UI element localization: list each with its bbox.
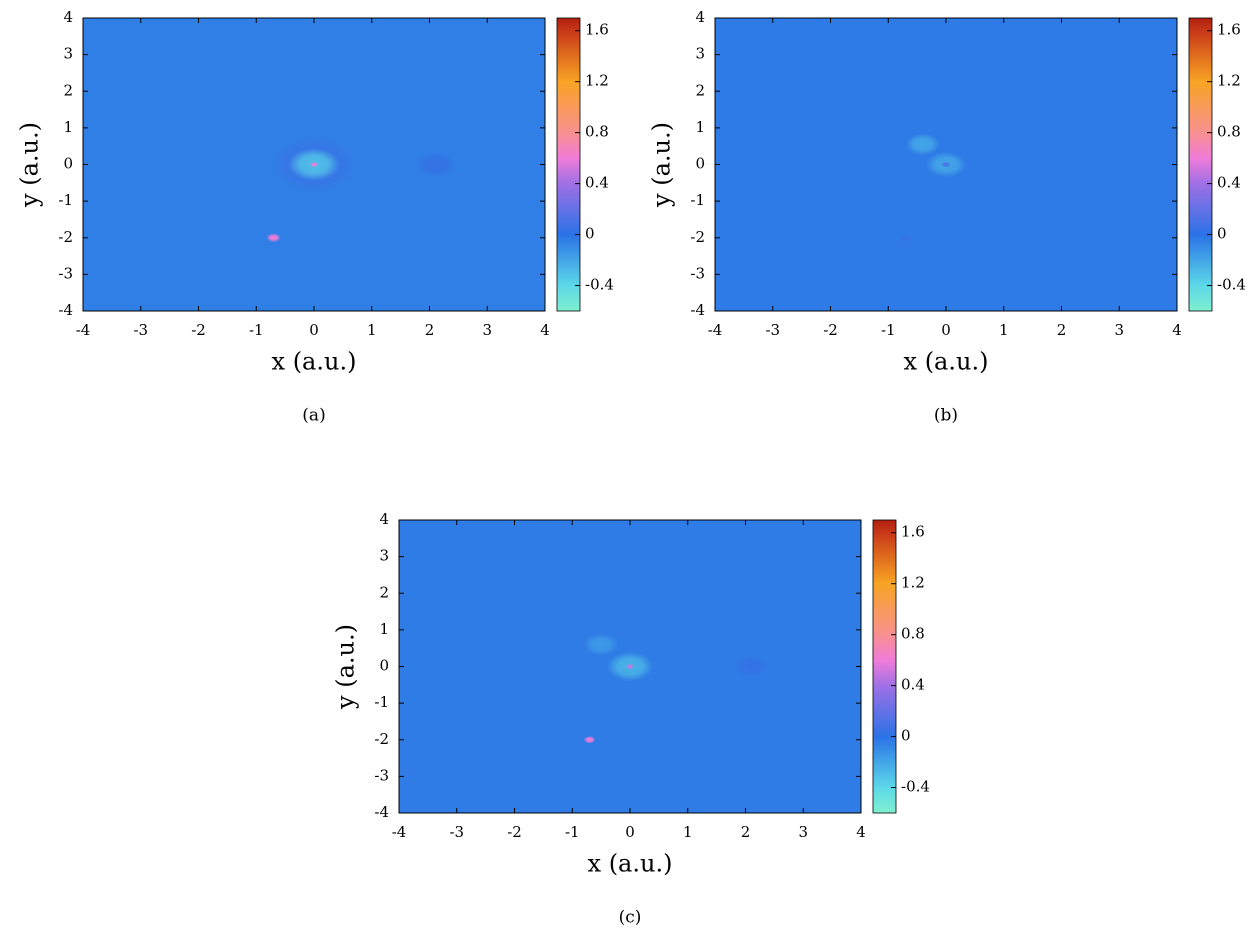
colorbar-tick-label: 0 bbox=[585, 225, 595, 243]
x-tick-label: 1 bbox=[683, 823, 693, 841]
colorbar-tick-label: -0.4 bbox=[901, 778, 930, 796]
y-tick-label: -1 bbox=[58, 191, 73, 209]
field-feature bbox=[899, 234, 912, 242]
x-tick-label: 0 bbox=[941, 321, 951, 339]
x-tick-label: 3 bbox=[482, 321, 492, 339]
colorbar bbox=[1188, 17, 1213, 312]
field-feature bbox=[266, 233, 281, 243]
x-tick-label: 4 bbox=[540, 321, 550, 339]
colorbar-tick-label: -0.4 bbox=[585, 276, 614, 294]
y-tick-label: -3 bbox=[374, 766, 389, 784]
y-tick-label: -4 bbox=[58, 301, 73, 319]
x-tick-label: -1 bbox=[881, 321, 896, 339]
heatmap-field bbox=[266, 137, 456, 243]
x-tick-label: -2 bbox=[507, 823, 522, 841]
colorbar-tick-label: 1.6 bbox=[1217, 21, 1241, 39]
caption: (a) bbox=[302, 406, 325, 426]
y-tick-label: -2 bbox=[58, 228, 73, 246]
y-axis-label: y (a.u.) bbox=[16, 122, 44, 208]
x-tick-label: -4 bbox=[392, 823, 407, 841]
y-tick-label: 1 bbox=[695, 118, 705, 136]
x-tick-label: 3 bbox=[798, 823, 808, 841]
y-axis-label: y (a.u.) bbox=[332, 624, 360, 710]
colorbar-tick-label: 0.8 bbox=[1217, 123, 1241, 141]
x-tick-label: 4 bbox=[856, 823, 866, 841]
colorbar bbox=[872, 519, 897, 814]
heatmap-field bbox=[583, 633, 769, 744]
field-feature bbox=[309, 161, 319, 168]
colorbar-tick-label: -0.4 bbox=[1217, 276, 1246, 294]
field-feature bbox=[941, 161, 951, 168]
field-feature bbox=[583, 736, 596, 744]
y-tick-label: -4 bbox=[374, 803, 389, 821]
x-tick-label: -3 bbox=[449, 823, 464, 841]
y-tick-label: 2 bbox=[63, 81, 73, 99]
colorbar-tick-label: 1.2 bbox=[901, 574, 925, 592]
field-feature bbox=[905, 133, 941, 156]
caption: (b) bbox=[934, 406, 958, 426]
x-tick-label: 0 bbox=[309, 321, 319, 339]
y-tick-label: -4 bbox=[690, 301, 705, 319]
y-tick-label: -3 bbox=[58, 264, 73, 282]
field-feature bbox=[415, 151, 456, 178]
x-tick-label: -2 bbox=[191, 321, 206, 339]
colorbar-tick-label: 0.4 bbox=[901, 676, 925, 694]
y-tick-label: 4 bbox=[63, 8, 73, 26]
colorbar-tick-label: 1.6 bbox=[585, 21, 609, 39]
y-tick-label: -3 bbox=[690, 264, 705, 282]
x-tick-label: 4 bbox=[1172, 321, 1182, 339]
y-tick-label: -2 bbox=[374, 730, 389, 748]
field-feature bbox=[733, 655, 769, 678]
y-tick-label: 1 bbox=[63, 118, 73, 136]
y-tick-label: -2 bbox=[690, 228, 705, 246]
x-tick-label: -4 bbox=[708, 321, 723, 339]
colorbar-tick-label: 1.2 bbox=[585, 72, 609, 90]
x-tick-label: -1 bbox=[249, 321, 264, 339]
x-tick-label: 2 bbox=[741, 823, 751, 841]
field-feature bbox=[583, 633, 619, 656]
colorbar bbox=[556, 17, 581, 312]
field-feature bbox=[625, 663, 635, 670]
colorbar-tick-label: 1.2 bbox=[1217, 72, 1241, 90]
y-tick-label: 0 bbox=[695, 155, 705, 173]
colorbar-tick-label: 0 bbox=[901, 727, 911, 745]
x-tick-label: -2 bbox=[823, 321, 838, 339]
y-tick-label: 4 bbox=[379, 510, 389, 528]
y-tick-label: 1 bbox=[379, 620, 389, 638]
colorbar-tick-label: 0.4 bbox=[585, 174, 609, 192]
colorbar-tick-label: 0.4 bbox=[1217, 174, 1241, 192]
y-tick-label: 3 bbox=[695, 45, 705, 63]
x-axis-label: x (a.u.) bbox=[904, 348, 989, 376]
x-tick-label: -4 bbox=[76, 321, 91, 339]
y-tick-label: 2 bbox=[379, 583, 389, 601]
y-tick-label: 3 bbox=[63, 45, 73, 63]
x-axis-label: x (a.u.) bbox=[588, 850, 673, 878]
colorbar-tick-label: 0 bbox=[1217, 225, 1227, 243]
y-tick-label: 4 bbox=[695, 8, 705, 26]
colorbar-tick-label: 0.8 bbox=[585, 123, 609, 141]
y-tick-label: 0 bbox=[63, 155, 73, 173]
x-tick-label: 2 bbox=[1057, 321, 1067, 339]
heatmap-field bbox=[899, 133, 967, 242]
y-axis-label: y (a.u.) bbox=[648, 122, 676, 208]
y-tick-label: 3 bbox=[379, 547, 389, 565]
colorbar-tick-label: 1.6 bbox=[901, 523, 925, 541]
x-tick-label: 2 bbox=[425, 321, 435, 339]
y-tick-label: -1 bbox=[690, 191, 705, 209]
y-tick-label: 2 bbox=[695, 81, 705, 99]
x-tick-label: 0 bbox=[625, 823, 635, 841]
y-tick-label: 0 bbox=[379, 657, 389, 675]
caption: (c) bbox=[619, 908, 642, 928]
x-axis-label: x (a.u.) bbox=[272, 348, 357, 376]
y-tick-label: -1 bbox=[374, 693, 389, 711]
x-tick-label: 1 bbox=[367, 321, 377, 339]
x-tick-label: 3 bbox=[1114, 321, 1124, 339]
x-tick-label: -3 bbox=[765, 321, 780, 339]
x-tick-label: -1 bbox=[565, 823, 580, 841]
x-tick-label: 1 bbox=[999, 321, 1009, 339]
x-tick-label: -3 bbox=[133, 321, 148, 339]
colorbar-tick-label: 0.8 bbox=[901, 625, 925, 643]
